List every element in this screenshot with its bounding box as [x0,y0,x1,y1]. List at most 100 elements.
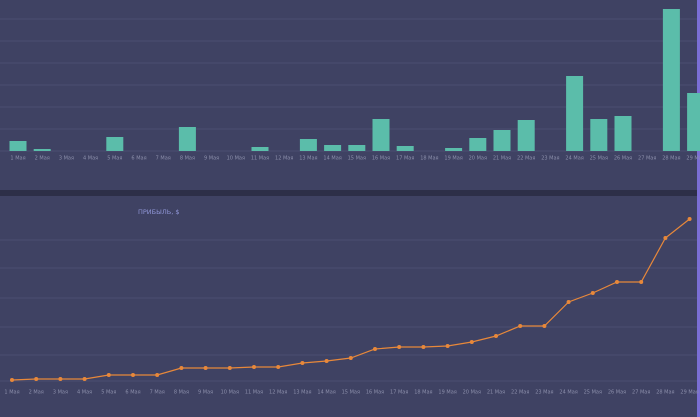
x-tick-label: 12 Мая [275,156,293,162]
right-edge [697,0,700,417]
x-tick-label: 1 Мая [4,390,19,396]
bar [493,130,511,151]
x-tick-label: 4 Мая [83,156,98,162]
x-tick-label: 22 Мая [517,156,535,162]
x-tick-label: 21 Мая [493,156,511,162]
x-tick-label: 5 Мая [107,156,122,162]
x-tick-label: 28 Мая [656,390,674,396]
x-tick-label: 27 Мая [638,156,656,162]
x-tick-label: 12 Мая [269,390,287,396]
x-tick-label: 7 Мая [150,390,165,396]
x-tick-label: 29 Мая [680,390,698,396]
x-tick-label: 8 Мая [180,156,195,162]
x-tick-label: 28 Мая [662,156,680,162]
point [82,377,87,381]
x-tick-label: 15 Мая [342,390,360,396]
x-tick-label: 10 Мая [221,390,239,396]
point [421,345,426,349]
x-tick-label: 2 Мая [29,390,44,396]
x-tick-label: 18 Мая [420,156,438,162]
point [687,217,692,221]
point [615,280,619,284]
point [276,365,281,369]
x-tick-label: 24 Мая [565,156,583,162]
point [469,340,474,344]
point [348,356,353,360]
point [542,324,547,328]
x-tick-label: 13 Мая [299,156,317,162]
bar [687,93,700,151]
bar [299,139,317,151]
x-tick-label: 2 Мая [35,156,50,162]
point [203,366,208,370]
x-tick-label: 14 Мая [323,156,341,162]
x-tick-label: 7 Мая [156,156,171,162]
x-tick-label: 21 Мая [487,390,505,396]
point [10,378,14,382]
x-tick-label: 3 Мая [59,156,74,162]
bar [348,145,366,151]
point [324,359,329,363]
x-tick-label: 5 Мая [101,390,116,396]
x-tick-label: 20 Мая [469,156,487,162]
bar [469,138,487,151]
bar [614,116,632,151]
bar [372,119,390,151]
x-tick-label: 20 Мая [463,390,481,396]
x-tick-label: 1 Мая [10,156,25,162]
x-tick-label: 22 Мая [511,390,529,396]
point [639,280,644,284]
x-tick-label: 6 Мая [125,390,140,396]
point [34,377,39,381]
x-tick-label: 25 Мая [584,390,602,396]
x-tick-label: 14 Мая [317,390,335,396]
x-tick-label: 4 Мая [77,390,92,396]
point [106,373,111,377]
bar [106,137,124,151]
point [590,291,595,295]
x-tick-label: 17 Мая [390,390,408,396]
point [518,324,523,328]
chart-title: ПРИБЫЛЬ, $ [138,208,179,216]
x-tick-label: 9 Мая [198,390,213,396]
x-tick-label: 17 Мая [396,156,414,162]
bar [251,147,269,151]
x-tick-label: 19 Мая [438,390,456,396]
point [445,344,450,348]
x-tick-label: 23 Мая [535,390,553,396]
point [58,377,63,381]
point [179,366,184,370]
x-tick-label: 3 Мая [53,390,68,396]
x-tick-label: 16 Мая [366,390,384,396]
x-tick-label: 9 Мая [204,156,219,162]
x-tick-label: 19 Мая [444,156,462,162]
point [397,345,402,349]
x-tick-label: 10 Мая [227,156,245,162]
point [663,236,668,240]
point [155,373,160,377]
x-tick-label: 11 Мая [245,390,263,396]
x-tick-label: 13 Мая [293,390,311,396]
x-tick-label: 29 Мая [686,156,700,162]
x-tick-label: 27 Мая [632,390,650,396]
x-tick-label: 26 Мая [614,156,632,162]
point [373,347,377,351]
x-tick-label: 15 Мая [348,156,366,162]
bar [445,148,463,151]
bar [662,9,680,151]
x-tick-label: 23 Мая [541,156,559,162]
bar [324,145,342,151]
point [227,366,232,370]
bar [566,76,584,151]
bar [178,127,196,151]
bar [9,141,27,151]
divider [0,190,700,196]
bar [590,119,608,151]
x-tick-label: 24 Мая [559,390,577,396]
point [252,365,256,369]
x-tick-label: 26 Мая [608,390,626,396]
x-tick-label: 11 Мая [251,156,269,162]
